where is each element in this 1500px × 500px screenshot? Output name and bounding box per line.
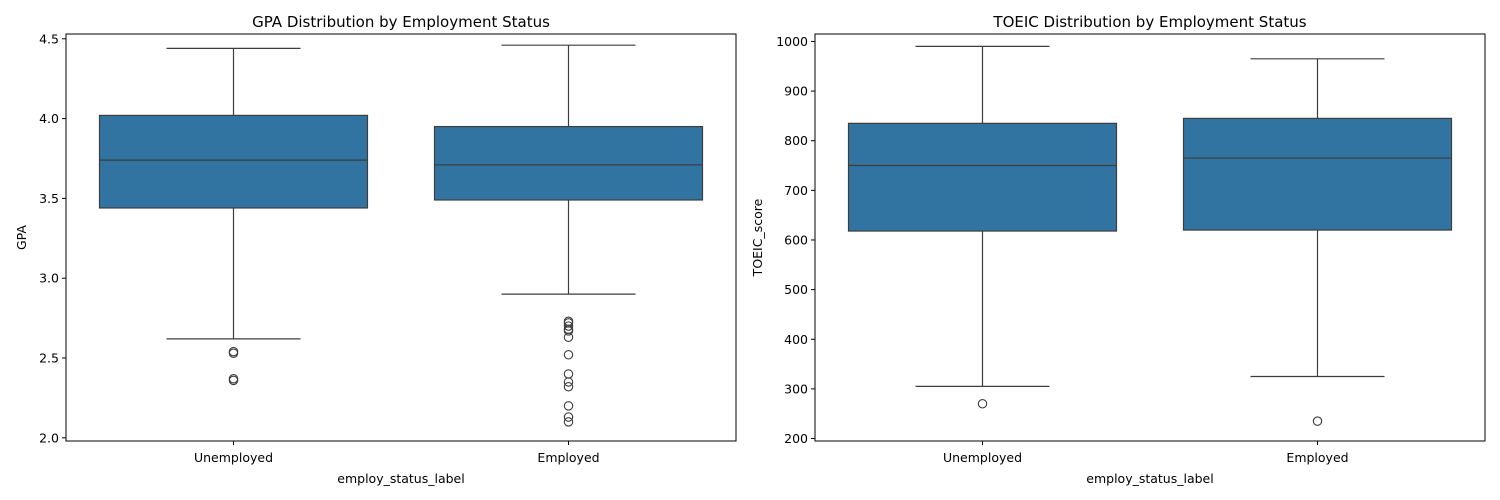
y-tick-label: 500	[784, 282, 808, 297]
outlier-point	[563, 321, 574, 331]
outlier-point	[563, 377, 574, 387]
outlier-point	[228, 348, 239, 358]
y-tick-label: 4.0	[39, 111, 59, 126]
x-axis-label: employ_status_label	[337, 471, 464, 486]
chart-title: GPA Distribution by Employment Status	[252, 13, 550, 31]
x-tick-label: Employed	[1286, 450, 1348, 465]
y-tick-label: 600	[784, 232, 808, 247]
outlier-point	[563, 401, 574, 411]
y-tick-label: 700	[784, 183, 808, 198]
chart-title: TOEIC Distribution by Employment Status	[992, 13, 1306, 31]
y-tick-label: 2.0	[39, 430, 59, 445]
y-tick-label: 3.5	[39, 191, 59, 206]
plot-frame	[65, 33, 737, 442]
y-tick-label: 2.5	[39, 351, 59, 366]
outlier-point	[563, 381, 574, 392]
x-tick-label: Unemployed	[194, 450, 273, 465]
box-employed	[433, 44, 704, 427]
y-tick-label: 200	[784, 431, 808, 446]
outlier-point	[563, 417, 574, 427]
iqr-box	[433, 125, 704, 201]
outlier-point	[1312, 416, 1323, 426]
y-tick-label: 900	[784, 84, 808, 99]
y-axis-label: TOEIC_score	[750, 198, 765, 277]
box-employed	[1182, 58, 1453, 426]
y-tick-label: 3.0	[39, 271, 59, 286]
x-tick-label: Unemployed	[943, 450, 1022, 465]
iqr-box	[847, 122, 1118, 232]
chart-panel-1: GPA Distribution by Employment Status 2.0…	[14, 13, 737, 486]
box-unemployed	[847, 45, 1118, 409]
x-axis-label: employ_status_label	[1086, 471, 1213, 486]
y-axis-label: GPA	[14, 225, 29, 250]
y-tick-label: 800	[784, 133, 808, 148]
plot-frame	[814, 33, 1486, 442]
outlier-point	[563, 350, 574, 360]
outlier-point	[228, 375, 239, 386]
y-tick-label: 4.5	[39, 31, 59, 46]
outlier-point	[563, 369, 574, 379]
box-unemployed	[98, 47, 369, 386]
chart-panel-2: TOEIC Distribution by Employment Status 2…	[750, 13, 1486, 486]
y-tick-label: 1000	[776, 34, 808, 49]
outlier-point	[563, 332, 574, 343]
y-tick-label: 300	[784, 381, 808, 396]
y-tick-label: 400	[784, 332, 808, 347]
iqr-box	[1182, 117, 1453, 231]
outlier-point	[563, 326, 574, 336]
iqr-box	[98, 114, 369, 209]
outlier-point	[563, 412, 574, 422]
outlier-point	[977, 399, 988, 409]
x-tick-label: Employed	[537, 450, 599, 465]
